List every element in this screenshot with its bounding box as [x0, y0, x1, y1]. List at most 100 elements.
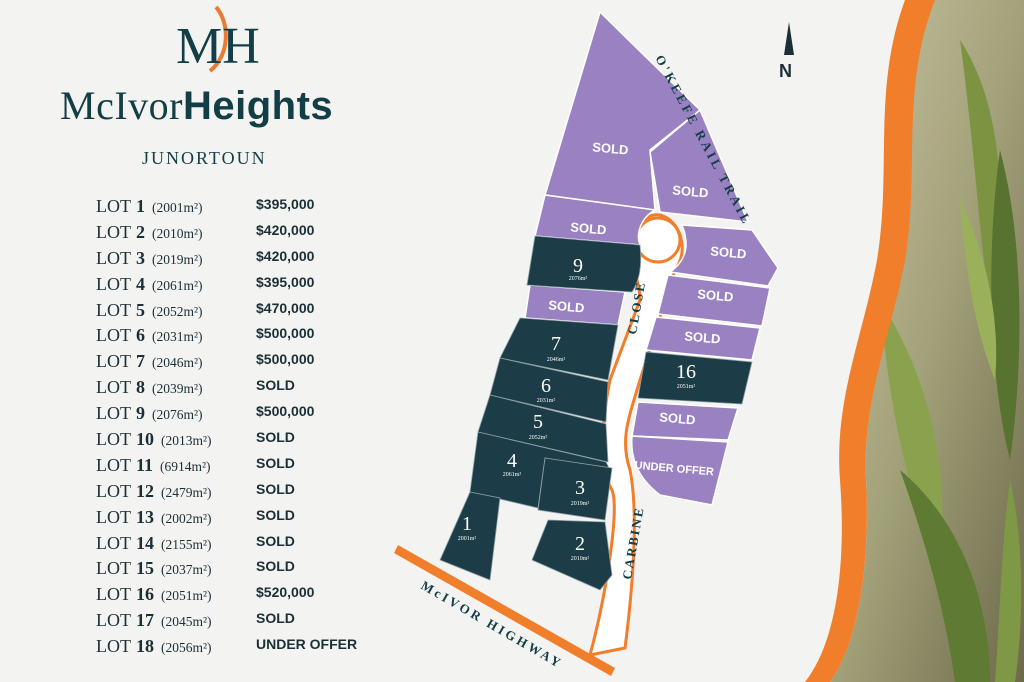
lot-9 [526, 235, 642, 293]
lot-word: LOT [96, 325, 131, 346]
lot-row-3: LOT 3 (2019m²) $420,000 [96, 248, 366, 274]
lot-status: SOLD [256, 480, 295, 497]
sold-label-lot-10: SOLD [672, 182, 709, 200]
lot-word: LOT [96, 247, 131, 268]
north-label: N [779, 61, 792, 81]
lot-word: LOT [96, 480, 131, 501]
lot-area: (2052m²) [152, 303, 203, 319]
lot-word: LOT [96, 221, 131, 242]
lot-status: $500,000 [256, 325, 315, 342]
lot-number: 17 [136, 610, 154, 631]
lot-word: LOT [96, 532, 131, 553]
lot-row-12: LOT 12 (2479m²) SOLD [96, 481, 366, 507]
lot-number: 6 [136, 325, 145, 346]
brand-name: McIvorHeights [60, 82, 333, 129]
lot-number: 15 [136, 558, 154, 579]
north-arrow-icon [784, 22, 794, 55]
lot-word: LOT [96, 299, 131, 320]
lot-number: 2 [136, 221, 145, 242]
lot-area: (2479m²) [161, 484, 212, 500]
close-road-label: CLOSE [624, 280, 648, 336]
map-lot-number-5: 5 [533, 411, 543, 433]
lot-number: 4 [136, 273, 145, 294]
lot-word: LOT [96, 584, 131, 605]
sold-lots [524, 10, 779, 506]
lot-area: (2056m²) [161, 640, 212, 656]
lot-row-10: LOT 10 (2013m²) SOLD [96, 429, 366, 455]
carbine-close-road [587, 213, 684, 657]
map-lot-number-16: 16 [676, 361, 696, 383]
map-lot-number-4: 4 [507, 450, 517, 472]
lot-number: 11 [136, 454, 154, 475]
lot-area: (2155m²) [161, 536, 212, 552]
lot-price-list: LOT 1 (2001m²) $395,000 LOT 2 (2010m²) $420,000… [96, 196, 366, 662]
location-label: JUNORTOUN [142, 148, 267, 168]
map-lot-area-5: 2052m² [529, 435, 548, 441]
lot-5 [477, 394, 609, 463]
lot-word: LOT [96, 403, 131, 424]
lot-number: 1 [136, 196, 145, 216]
lot-row-5: LOT 5 (2052m²) $470,000 [96, 300, 366, 326]
lot-row-7: LOT 7 (2046m²) $500,000 [96, 351, 366, 377]
sold-label-lot-15: SOLD [684, 328, 721, 346]
lot-row-9: LOT 9 (2076m²) $500,000 [96, 403, 366, 429]
map-lot-area-3: 2019m² [571, 501, 590, 507]
lot-word: LOT [96, 558, 131, 579]
lot-14 [657, 274, 771, 327]
monogram-logo: MH [176, 5, 260, 75]
map-lot-area-6: 2031m² [537, 398, 556, 404]
lot-number: 12 [136, 480, 154, 501]
lot-10 [649, 108, 750, 223]
lot-13 [668, 224, 779, 287]
lot-word: LOT [96, 610, 131, 631]
lot-status: $500,000 [256, 403, 315, 420]
sold-label-lot-11: SOLD [592, 139, 629, 157]
lot-word: LOT [96, 377, 131, 398]
lot-area: (2045m²) [161, 614, 212, 630]
lot-status: $395,000 [256, 196, 315, 212]
lot-status: SOLD [256, 506, 295, 523]
lot-word: LOT [96, 506, 131, 527]
trail-road-label: O'KEEFE RAIL TRAIL [652, 52, 755, 228]
lot-word: LOT [96, 273, 131, 294]
lot-area: (2013m²) [161, 433, 212, 449]
lot-number: 7 [136, 351, 145, 372]
lot-status: $520,000 [256, 584, 315, 601]
lot-word: LOT [96, 454, 131, 475]
lot-status: UNDER OFFER [256, 636, 358, 653]
carbine-road-label: CARBINE [619, 505, 647, 580]
lot-area: (2076m²) [152, 407, 203, 423]
lot-row-14: LOT 14 (2155m²) SOLD [96, 533, 366, 559]
map-lot-area-7: 2046m² [547, 357, 566, 363]
map-lot-number-2: 2 [575, 533, 585, 555]
lot-row-2: LOT 2 (2010m²) $420,000 [96, 222, 366, 248]
lot-word: LOT [96, 636, 131, 657]
lot-number: 10 [136, 429, 154, 450]
lot-area: (2051m²) [161, 588, 212, 604]
lot-row-17: LOT 17 (2045m²) SOLD [96, 610, 366, 636]
lot-status: SOLD [256, 429, 295, 446]
lot-number: 13 [136, 506, 154, 527]
lot-row-13: LOT 13 (2002m²) SOLD [96, 507, 366, 533]
brand-name-light: McIvor [60, 83, 183, 128]
lot-word: LOT [96, 429, 131, 450]
lot-number: 8 [136, 377, 145, 398]
map-lot-area-9: 2076m² [569, 276, 588, 282]
lot-row-15: LOT 15 (2037m²) SOLD [96, 558, 366, 584]
lot-3 [537, 457, 613, 521]
lot-row-8: LOT 8 (2039m²) SOLD [96, 377, 366, 403]
lot-area: (2002m²) [161, 510, 212, 526]
brand-name-bold: Heights [182, 84, 334, 128]
lot-7 [499, 317, 619, 381]
lot-status: SOLD [256, 454, 295, 471]
lot-6 [489, 357, 609, 423]
leaf-photo-panel [830, 0, 1024, 682]
lot-area: (2037m²) [161, 562, 212, 578]
sold-label-lot-14: SOLD [697, 286, 734, 304]
lot-row-16: LOT 16 (2051m²) $520,000 [96, 584, 366, 610]
map-lot-number-7: 7 [551, 333, 561, 355]
lot-number: 5 [136, 299, 145, 320]
highway-road-label: McIVOR HIGHWAY [419, 578, 566, 672]
